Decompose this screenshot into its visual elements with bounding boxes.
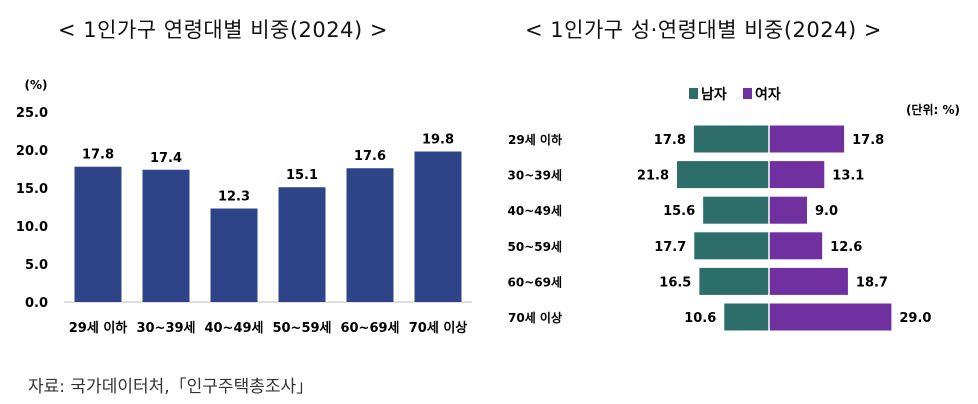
female-value-label: 29.0 <box>899 311 931 326</box>
left-chart-title: < 1인가구 연령대별 비중(2024) > <box>58 18 388 42</box>
row-category-label: 30~39세 <box>508 168 563 183</box>
row-category-label: 40~49세 <box>508 203 563 218</box>
bar <box>346 168 394 302</box>
male-value-label: 16.5 <box>659 275 691 290</box>
bar-value-label: 17.4 <box>150 151 182 166</box>
male-value-label: 15.6 <box>663 204 695 219</box>
female-bar <box>769 125 845 153</box>
female-bar <box>769 196 807 224</box>
male-value-label: 17.7 <box>654 240 686 255</box>
male-value-label: 17.8 <box>654 133 686 148</box>
y-tick-label: 15.0 <box>16 182 48 197</box>
unit-label: (단위: %) <box>906 102 960 117</box>
y-axis-unit-label: (%) <box>25 78 48 92</box>
male-bar <box>703 196 769 224</box>
legend-swatch-female <box>743 88 752 99</box>
row-category-label: 29세 이하 <box>508 132 562 147</box>
female-bar <box>769 232 823 260</box>
row-category-label: 50~59세 <box>508 239 563 254</box>
male-bar <box>677 161 769 189</box>
legend-label-female: 여자 <box>755 86 781 103</box>
bar <box>142 169 190 302</box>
bar <box>210 208 258 302</box>
source-note: 자료: 국가데이터처,「인구주택총조사」 <box>28 377 314 397</box>
y-tick-label: 10.0 <box>16 220 48 235</box>
bar-value-label: 19.8 <box>422 133 454 148</box>
y-tick-label: 20.0 <box>16 144 48 159</box>
female-bar <box>769 161 825 189</box>
x-tick-label: 30~39세 <box>136 321 195 336</box>
legend-swatch-male <box>689 88 698 99</box>
y-tick-label: 5.0 <box>25 258 48 273</box>
x-tick-label: 29세 이하 <box>69 320 128 336</box>
male-value-label: 21.8 <box>637 169 669 184</box>
row-category-label: 70세 이상 <box>508 310 562 325</box>
legend-label-male: 남자 <box>701 86 727 103</box>
x-tick-label: 70세 이상 <box>409 320 468 336</box>
male-bar <box>694 232 769 260</box>
female-value-label: 17.8 <box>852 133 884 148</box>
bar-value-label: 17.6 <box>354 149 386 164</box>
female-value-label: 9.0 <box>815 204 838 219</box>
right-chart-title: < 1인가구 성·연령대별 비중(2024) > <box>525 18 882 42</box>
x-tick-label: 50~59세 <box>272 321 331 336</box>
row-category-label: 60~69세 <box>508 274 563 289</box>
bar <box>414 151 462 302</box>
male-value-label: 10.6 <box>684 311 716 326</box>
male-bar <box>693 125 769 153</box>
bar <box>278 187 326 302</box>
y-tick-label: 0.0 <box>25 296 48 311</box>
bar-value-label: 17.8 <box>82 148 114 163</box>
female-value-label: 13.1 <box>832 169 864 184</box>
y-tick-label: 25.0 <box>16 106 48 121</box>
male-bar <box>724 303 769 331</box>
bar-value-label: 15.1 <box>286 168 318 183</box>
female-bar <box>769 303 892 331</box>
female-bar <box>769 267 848 295</box>
bar <box>74 166 122 302</box>
x-tick-label: 40~49세 <box>204 321 263 336</box>
bar-value-label: 12.3 <box>218 190 250 205</box>
male-bar <box>699 267 769 295</box>
x-tick-label: 60~69세 <box>340 321 399 336</box>
female-value-label: 18.7 <box>856 275 888 290</box>
female-value-label: 12.6 <box>830 240 862 255</box>
